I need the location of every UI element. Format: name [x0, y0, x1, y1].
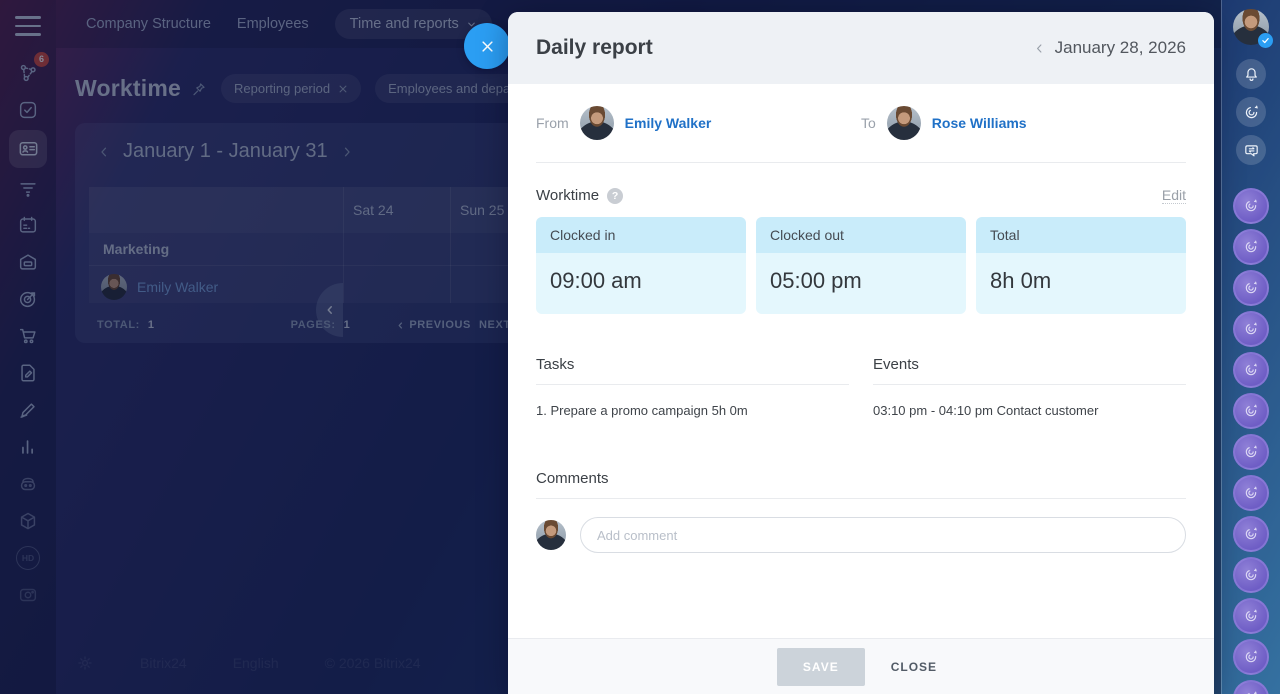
- copilot-chat-item[interactable]: [1233, 393, 1269, 429]
- clocked-out-value: 05:00 pm: [756, 253, 966, 314]
- quick-actions: [1236, 59, 1266, 165]
- report-date: January 28, 2026: [1054, 38, 1186, 57]
- clocked-out-card: Clocked out 05:00 pm: [756, 217, 966, 314]
- copilot-chat-item[interactable]: [1233, 311, 1269, 347]
- clocked-out-header: Clocked out: [756, 217, 966, 253]
- total-card: Total 8h 0m: [976, 217, 1186, 314]
- right-sidebar: [1221, 0, 1280, 694]
- worktime-section-label: Worktime: [536, 187, 600, 204]
- messenger-button[interactable]: [1236, 135, 1266, 165]
- commenter-avatar: [536, 520, 566, 550]
- total-header: Total: [976, 217, 1186, 253]
- events-heading: Events: [873, 356, 1186, 385]
- task-item[interactable]: 1. Prepare a promo campaign 5h 0m: [536, 403, 748, 418]
- modal-title: Daily report: [536, 36, 653, 59]
- from-avatar[interactable]: [579, 106, 614, 140]
- close-button[interactable]: CLOSE: [883, 648, 945, 686]
- copilot-chat-item[interactable]: [1233, 434, 1269, 470]
- modal-body: From Emily Walker To Rose Williams Workt…: [508, 84, 1214, 638]
- copilot-chat-item[interactable]: [1233, 516, 1269, 552]
- comments-section: Comments: [536, 470, 1186, 553]
- chevron-left-icon[interactable]: [1033, 42, 1046, 55]
- to-person-link[interactable]: Rose Williams: [931, 115, 1027, 131]
- copilot-chat-item[interactable]: [1233, 557, 1269, 593]
- help-icon[interactable]: ?: [607, 187, 624, 204]
- copilot-chat-item[interactable]: [1233, 639, 1269, 675]
- from-to-row: From Emily Walker To Rose Williams: [536, 84, 1186, 163]
- copilot-button[interactable]: [1236, 97, 1266, 127]
- modal-close-button[interactable]: [464, 23, 510, 69]
- total-value: 8h 0m: [976, 253, 1186, 314]
- clocked-in-header: Clocked in: [536, 217, 746, 253]
- worktime-section-header: Worktime ? Edit: [536, 187, 1186, 204]
- clocked-in-value: 09:00 am: [536, 253, 746, 314]
- comments-heading: Comments: [536, 470, 1186, 499]
- from-person-link[interactable]: Emily Walker: [624, 115, 712, 131]
- user-menu[interactable]: [1233, 9, 1273, 48]
- from-label: From: [536, 115, 569, 131]
- close-icon: [480, 39, 495, 54]
- copilot-swirl-icon: [1243, 104, 1260, 121]
- copilot-chat-item[interactable]: [1233, 598, 1269, 634]
- copilot-chat-item[interactable]: [1233, 475, 1269, 511]
- modal-header: Daily report January 28, 2026: [508, 12, 1214, 84]
- save-button[interactable]: SAVE: [776, 647, 865, 686]
- add-comment-input[interactable]: [580, 517, 1186, 553]
- daily-report-modal: Daily report January 28, 2026 From Emily…: [508, 12, 1214, 694]
- copilot-chat-item[interactable]: [1233, 229, 1269, 265]
- report-date-nav[interactable]: January 28, 2026: [1033, 38, 1186, 58]
- notifications-button[interactable]: [1236, 59, 1266, 89]
- clocked-in-card: Clocked in 09:00 am: [536, 217, 746, 314]
- chat-sync-icon: [1243, 142, 1260, 159]
- event-item[interactable]: 03:10 pm - 04:10 pm Contact customer: [873, 403, 1099, 418]
- worktime-cards: Clocked in 09:00 am Clocked out 05:00 pm…: [536, 217, 1186, 314]
- bell-icon: [1243, 66, 1260, 83]
- copilot-chat-item[interactable]: [1233, 188, 1269, 224]
- copilot-chat-item[interactable]: [1233, 680, 1269, 694]
- copilot-chat-item[interactable]: [1233, 352, 1269, 388]
- modal-footer: SAVE CLOSE: [508, 638, 1214, 694]
- edit-worktime-link[interactable]: Edit: [1161, 187, 1186, 204]
- events-column: Events 03:10 pm - 04:10 pm Contact custo…: [873, 356, 1186, 418]
- tasks-events-grid: Tasks 1. Prepare a promo campaign 5h 0m …: [536, 356, 1186, 418]
- tasks-column: Tasks 1. Prepare a promo campaign 5h 0m: [536, 356, 849, 418]
- copilot-chat-item[interactable]: [1233, 270, 1269, 306]
- tasks-heading: Tasks: [536, 356, 849, 385]
- to-label: To: [861, 115, 876, 131]
- online-check-icon: [1258, 33, 1273, 48]
- to-avatar[interactable]: [886, 106, 921, 140]
